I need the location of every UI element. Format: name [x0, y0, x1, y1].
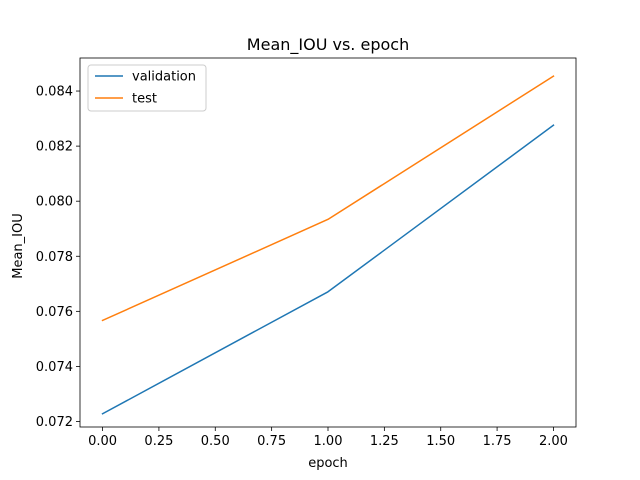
y-tick-label: 0.080 — [36, 195, 73, 210]
x-tick-label: 1.50 — [426, 434, 455, 449]
y-tick-label: 0.084 — [36, 85, 73, 100]
y-axis-label: Mean_IOU — [11, 213, 26, 279]
chart-title: Mean_IOU vs. epoch — [247, 35, 409, 55]
y-tick-label: 0.074 — [36, 360, 73, 375]
y-tick-label: 0.078 — [36, 250, 73, 265]
x-axis-label: epoch — [308, 456, 348, 471]
series-line-test — [101, 75, 555, 322]
legend-label-test: test — [132, 92, 157, 107]
legend-label-validation: validation — [132, 70, 196, 85]
x-tick-label: 0.00 — [88, 434, 117, 449]
y-tick-label: 0.076 — [36, 305, 73, 320]
x-tick-label: 1.00 — [314, 434, 343, 449]
x-tick-label: 0.50 — [201, 434, 230, 449]
x-tick-label: 0.75 — [257, 434, 286, 449]
y-tick-label: 0.082 — [36, 140, 73, 155]
x-tick-label: 2.00 — [539, 434, 568, 449]
x-tick-label: 1.75 — [483, 434, 512, 449]
series-line-validation — [101, 124, 555, 415]
y-tick-label: 0.072 — [36, 415, 73, 430]
plot-area: 0.00 0.25 0.50 0.75 1.00 1.25 1.50 1.75 2.00 0.07… — [36, 57, 577, 449]
x-tick-label: 1.25 — [370, 434, 399, 449]
x-tick-label: 0.25 — [144, 434, 173, 449]
legend: validation test — [87, 64, 207, 112]
